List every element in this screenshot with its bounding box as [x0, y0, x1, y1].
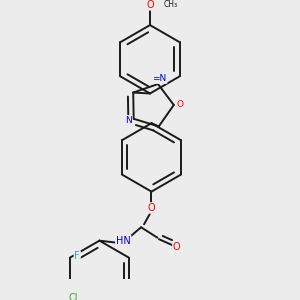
Text: =N: =N [152, 74, 167, 83]
Text: CH₃: CH₃ [163, 0, 177, 9]
Text: O: O [177, 100, 184, 109]
Text: O: O [173, 242, 181, 252]
Text: O: O [148, 203, 155, 213]
Text: HN: HN [116, 236, 130, 246]
Text: O: O [146, 0, 154, 10]
Text: F: F [74, 251, 80, 261]
Text: Cl: Cl [68, 293, 78, 300]
Text: N: N [125, 116, 132, 125]
